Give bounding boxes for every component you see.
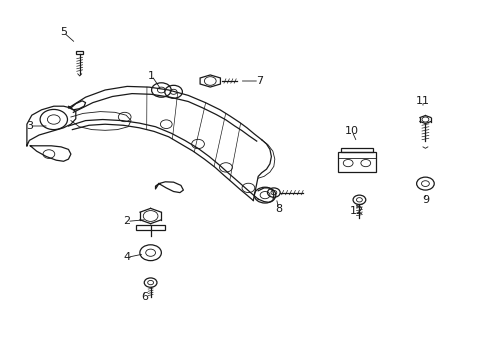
Text: 3: 3 [26,121,33,131]
Text: 8: 8 [275,204,282,214]
Text: 5: 5 [60,27,67,37]
Text: 2: 2 [123,216,130,226]
Text: 4: 4 [123,252,130,262]
Text: 12: 12 [349,206,363,216]
Bar [136,225,165,230]
Text: 6: 6 [141,292,147,302]
Text: 1: 1 [148,71,155,81]
Bar [341,148,372,152]
Text: 9: 9 [421,195,428,205]
Text: 10: 10 [345,126,358,136]
Text: 11: 11 [415,96,429,106]
Bar [338,152,375,172]
Text: 7: 7 [255,76,262,86]
Bar [76,51,83,54]
